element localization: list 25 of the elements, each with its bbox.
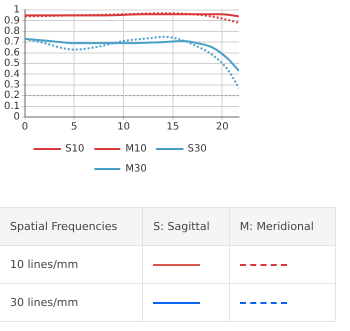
x-tick-label: 0 (22, 122, 28, 133)
text: Spatial Frequencies (0, 208, 143, 246)
x-tick-label: 5 (71, 122, 78, 133)
y-tick-label: 0.9 (4, 15, 20, 26)
x-tick-label: 15 (166, 122, 180, 133)
y-tick-label: 0.3 (4, 79, 20, 90)
y-tick-label: 0 (14, 112, 20, 123)
text: 10 lines/mm (0, 246, 143, 284)
text: S: Sagittal (142, 208, 230, 246)
y-tick-label: 0.2 (4, 90, 20, 102)
y-tick-label: 0.4 (4, 68, 20, 80)
legend-label: M10 (125, 144, 147, 155)
x-tick-label: 10 (117, 122, 130, 133)
text: 30 lines/mm (0, 284, 143, 322)
legend-label: S10 (65, 144, 84, 155)
y-tick-label: 0.8 (4, 26, 20, 37)
y-tick-label: 0.1 (4, 100, 20, 112)
y-tick-label: 0.6 (4, 47, 20, 58)
y-tick-label: 0.7 (4, 36, 20, 48)
legend-label: M30 (125, 164, 147, 175)
y-tick-label: 0.5 (4, 58, 20, 70)
x-tick-label: 20 (216, 122, 229, 133)
legend-label: S30 (188, 144, 207, 155)
y-tick-label: 1 (14, 4, 20, 16)
text: M: Meridional (229, 208, 336, 246)
